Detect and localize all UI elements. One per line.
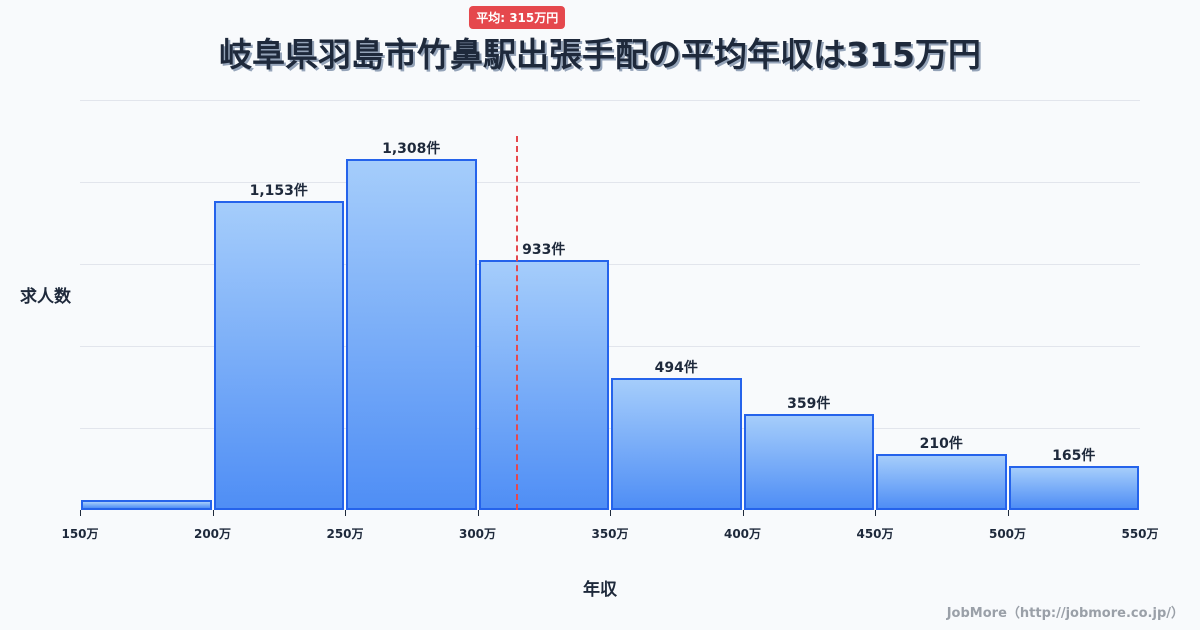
x-tick-label: 350万 (591, 527, 629, 541)
histogram-bar (346, 159, 477, 510)
histogram-bar (478, 259, 609, 510)
x-tick-label: 400万 (723, 527, 762, 541)
x-axis-tick (610, 510, 611, 516)
histogram-bar (743, 413, 874, 510)
bar-value-label: 1,308件 (382, 141, 441, 158)
x-tick-label: 300万 (458, 527, 497, 541)
gridline (80, 346, 1140, 347)
histogram-bar (876, 453, 1007, 510)
x-axis-tick (875, 510, 876, 516)
bar-value-label: 1,153件 (249, 183, 308, 200)
bar-value-label: 210件 (919, 435, 963, 452)
gridline (80, 182, 1140, 183)
x-axis-tick (477, 510, 479, 516)
x-axis-tick (212, 510, 214, 516)
x-tick-label: 250万 (326, 527, 364, 541)
footer-credit: JobMore（http://jobmore.co.jp/） (946, 606, 1184, 621)
chart-title: 岐阜県羽島市竹鼻駅出張手配の平均年収は315万円 (219, 35, 981, 74)
x-tick-label: 200万 (193, 527, 232, 541)
gridline (80, 100, 1140, 101)
gridline (80, 428, 1140, 429)
y-axis-label: 求人数 (20, 287, 71, 307)
bar-value-label: 165件 (1052, 447, 1096, 464)
histogram-bar (1008, 465, 1139, 510)
x-axis-tick (80, 510, 81, 516)
x-axis-tick (345, 510, 346, 516)
bar-value-label: 933件 (522, 241, 566, 258)
gridline (80, 264, 1140, 265)
histogram-bar (213, 201, 344, 510)
x-tick-label: 450万 (856, 527, 894, 541)
histogram-plot: 1,153件 1,308件 933件 494件 359件 210件 165件 (80, 100, 1140, 516)
x-axis-tick (1007, 510, 1009, 516)
bar-value-label: 359件 (787, 395, 831, 412)
x-axis-tick (742, 510, 744, 516)
x-tick-label: 550万 (1121, 527, 1159, 541)
bar-value-label: 494件 (654, 359, 698, 376)
average-line (516, 136, 519, 510)
histogram-bar (611, 377, 742, 510)
x-axis-label: 年収 (583, 580, 617, 600)
average-badge: 平均: 315万円 (469, 6, 566, 29)
x-tick-label: 150万 (61, 527, 99, 541)
histogram-bar (81, 500, 212, 510)
x-tick-label: 500万 (988, 527, 1027, 541)
